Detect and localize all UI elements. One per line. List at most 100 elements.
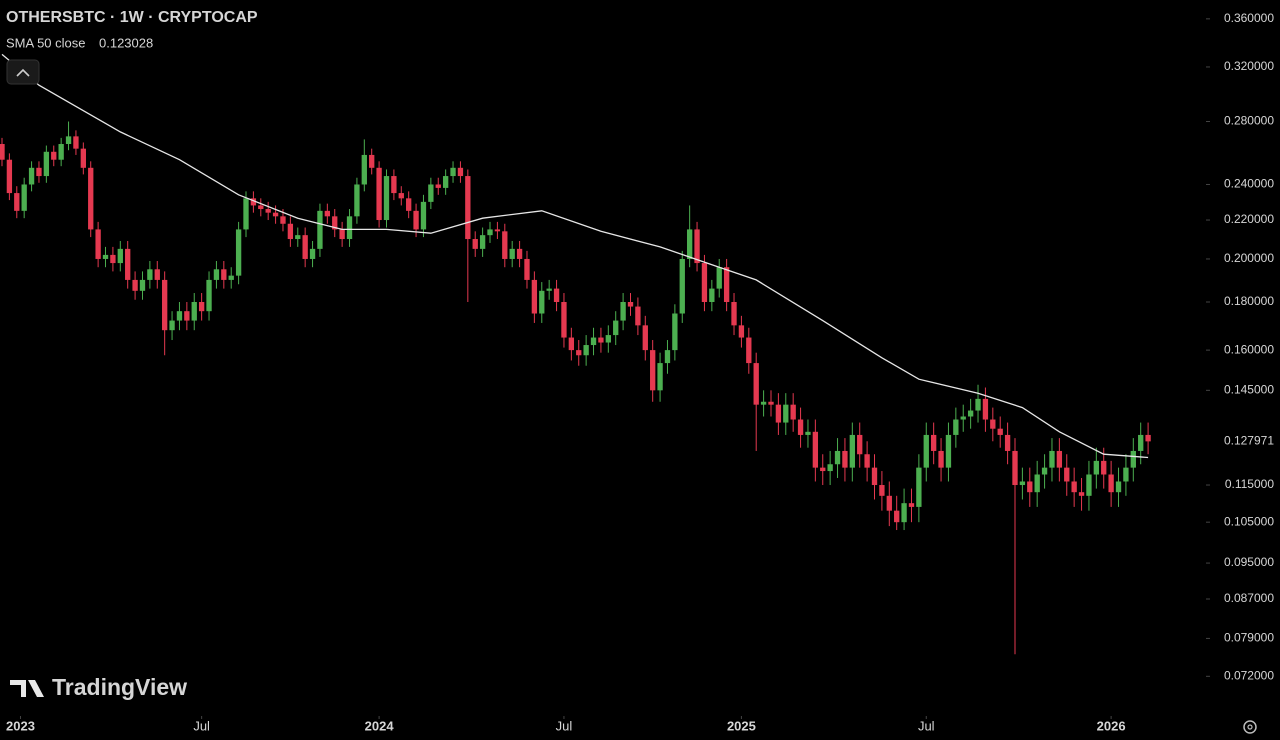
candle-body xyxy=(1071,481,1077,493)
candle-body xyxy=(354,184,360,217)
y-tick-label: 0.180000 xyxy=(1224,294,1274,308)
sma-line xyxy=(1,53,1149,459)
candle-body xyxy=(620,302,626,321)
candle-body xyxy=(465,176,471,240)
gear[interactable] xyxy=(1243,720,1257,734)
candle-body xyxy=(198,302,205,312)
candle-body xyxy=(228,275,234,280)
candle-body xyxy=(88,167,94,230)
candle-body xyxy=(1056,450,1063,468)
indicator-name: SMA 50 close xyxy=(6,35,86,50)
candle-body xyxy=(413,210,419,230)
candle-body xyxy=(753,363,759,405)
candle-body xyxy=(36,167,42,177)
candle-body xyxy=(420,201,427,230)
candle-body xyxy=(21,184,27,211)
last-price-label: 0.127971 xyxy=(1224,434,1274,448)
button-frame[interactable] xyxy=(6,59,40,85)
candle-body xyxy=(139,279,146,291)
candle-body xyxy=(250,198,257,206)
candle-body xyxy=(132,279,138,291)
candle-body xyxy=(805,431,811,435)
candle-body xyxy=(102,254,109,259)
candle-body xyxy=(642,325,648,351)
y-tick-label: 0.220000 xyxy=(1224,212,1274,226)
candle-body xyxy=(871,467,878,486)
candle-body xyxy=(339,229,345,240)
candle-body xyxy=(657,363,663,391)
x-tick-label: Jul xyxy=(556,718,573,733)
candle-body xyxy=(258,205,264,210)
settings-icon[interactable] xyxy=(1243,720,1257,734)
candle-body xyxy=(457,167,464,177)
candle-body xyxy=(1012,450,1018,486)
candle-body xyxy=(1108,474,1114,493)
gear-center[interactable] xyxy=(1247,724,1253,730)
candle-body xyxy=(553,288,560,303)
x-tick-label: Jul xyxy=(918,718,935,733)
candle-body xyxy=(391,176,397,194)
candle-body xyxy=(243,198,249,230)
candle-body xyxy=(206,279,212,312)
candle-body xyxy=(295,235,301,240)
candle-body xyxy=(982,398,989,420)
candle-body xyxy=(731,302,737,326)
candle-body xyxy=(309,248,316,259)
candle-body xyxy=(908,503,915,507)
candle-body xyxy=(317,210,323,249)
candle-body xyxy=(117,248,123,264)
candle-body xyxy=(834,450,841,465)
candle-body xyxy=(369,154,375,168)
candle-body xyxy=(1041,467,1048,475)
candle-body xyxy=(746,337,752,364)
candle-body xyxy=(14,193,20,211)
candle-body xyxy=(546,288,552,291)
candle-body xyxy=(738,325,745,338)
candle-body xyxy=(65,136,72,145)
x-tick-label: 2024 xyxy=(365,718,395,733)
candle-body xyxy=(6,159,13,194)
candle-body xyxy=(272,212,279,217)
candle-body xyxy=(583,345,589,356)
candle-body xyxy=(857,434,863,455)
candle-body xyxy=(169,320,175,331)
candle-body xyxy=(479,235,486,249)
candle-body xyxy=(916,467,922,507)
indicator-value: 0.123028 xyxy=(99,35,153,50)
candle-body xyxy=(51,151,57,160)
candle-body xyxy=(0,144,5,160)
candle-body xyxy=(125,248,131,280)
candle-body xyxy=(376,167,382,221)
candle-body xyxy=(694,229,700,264)
candle-body xyxy=(435,184,441,188)
candle-body xyxy=(1130,450,1136,468)
x-tick-label: 2026 xyxy=(1097,718,1126,733)
candle-body xyxy=(398,193,404,199)
candle-body xyxy=(967,410,974,417)
candle-body xyxy=(561,302,567,338)
candle-body xyxy=(28,167,35,185)
candle-body xyxy=(975,398,981,411)
collapse-button[interactable] xyxy=(6,59,40,85)
candle-body xyxy=(154,269,160,280)
candle-body xyxy=(80,148,86,168)
y-tick-label: 0.145000 xyxy=(1224,383,1274,397)
candle-body xyxy=(894,510,900,523)
chevron-icon[interactable] xyxy=(16,68,30,77)
candle-body xyxy=(701,263,708,303)
candle-body xyxy=(820,467,826,472)
candle-body xyxy=(1101,460,1107,475)
watermark-logo: TradingView xyxy=(10,674,187,700)
candle-body xyxy=(931,434,937,451)
x-tick-label: 2025 xyxy=(727,718,756,733)
logo-icon xyxy=(10,680,44,697)
candle-body xyxy=(1115,481,1122,493)
y-tick-label: 0.115000 xyxy=(1225,477,1274,491)
candle-body xyxy=(672,313,678,351)
candle-body xyxy=(184,311,190,321)
candle-body xyxy=(768,401,774,405)
candle-body xyxy=(524,258,530,280)
candle-body xyxy=(797,419,804,435)
